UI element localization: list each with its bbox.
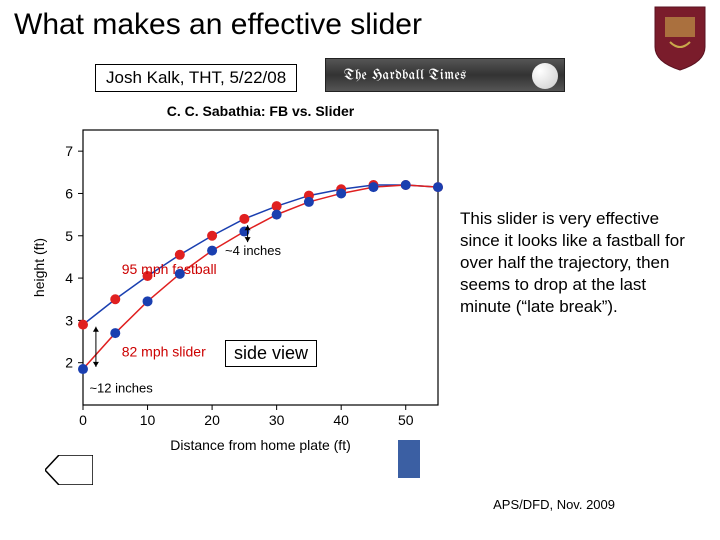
svg-text:50: 50 xyxy=(398,412,414,428)
svg-text:7: 7 xyxy=(65,143,73,159)
svg-text:5: 5 xyxy=(65,228,73,244)
home-plate-icon xyxy=(45,455,93,485)
svg-text:C. C. Sabathia: FB vs. Slider: C. C. Sabathia: FB vs. Slider xyxy=(167,103,355,119)
tht-banner: The Hardball Times xyxy=(325,58,565,92)
svg-text:95 mph fastball: 95 mph fastball xyxy=(122,261,217,277)
svg-text:0: 0 xyxy=(79,412,87,428)
svg-text:82 mph slider: 82 mph slider xyxy=(122,343,206,359)
explanation-text: This slider is very effective since it l… xyxy=(460,208,700,318)
svg-text:6: 6 xyxy=(65,185,73,201)
trajectory-chart: C. C. Sabathia: FB vs. Slider 0 10 20 30 40 50… xyxy=(28,100,448,460)
svg-text:4: 4 xyxy=(65,270,73,286)
svg-text:Distance from home plate (ft): Distance from home plate (ft) xyxy=(170,437,351,453)
baseball-icon xyxy=(532,63,558,89)
credit-box: Josh Kalk, THT, 5/22/08 xyxy=(95,64,297,92)
svg-text:~12 inches: ~12 inches xyxy=(89,380,153,395)
footer-credit: APS/DFD, Nov. 2009 xyxy=(493,497,615,512)
page-title: What makes an effective slider xyxy=(14,8,422,42)
tht-label: The Hardball Times xyxy=(344,68,467,83)
svg-text:3: 3 xyxy=(65,312,73,328)
svg-text:height (ft): height (ft) xyxy=(31,238,47,297)
svg-text:~4 inches: ~4 inches xyxy=(225,243,282,258)
uchicago-logo xyxy=(650,2,710,72)
blue-accent-bar xyxy=(398,440,420,478)
svg-text:2: 2 xyxy=(65,355,73,371)
svg-text:30: 30 xyxy=(269,412,285,428)
svg-text:10: 10 xyxy=(140,412,156,428)
svg-text:20: 20 xyxy=(204,412,220,428)
svg-text:40: 40 xyxy=(333,412,349,428)
side-view-label: side view xyxy=(225,340,317,367)
